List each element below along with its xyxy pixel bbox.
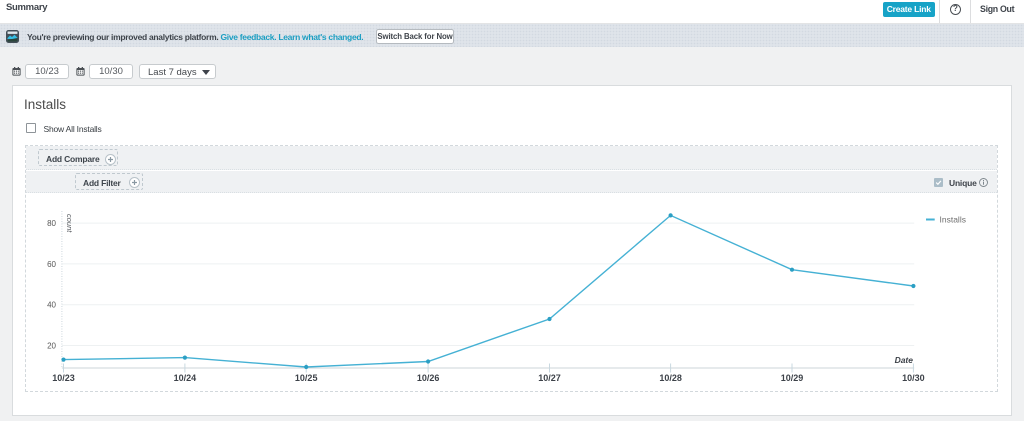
svg-text:10/27: 10/27 <box>538 373 561 383</box>
svg-text:10/30: 10/30 <box>902 373 925 383</box>
svg-text:10/26: 10/26 <box>417 373 440 383</box>
svg-text:10/23: 10/23 <box>52 373 75 383</box>
svg-text:10/24: 10/24 <box>174 373 197 383</box>
svg-text:80: 80 <box>47 219 56 228</box>
svg-text:60: 60 <box>47 260 56 269</box>
svg-text:count: count <box>65 214 74 233</box>
svg-text:10/25: 10/25 <box>295 373 318 383</box>
svg-text:20: 20 <box>47 341 56 350</box>
svg-text:10/29: 10/29 <box>781 373 804 383</box>
svg-text:40: 40 <box>47 301 56 310</box>
svg-text:10/28: 10/28 <box>659 373 682 383</box>
svg-text:Installs: Installs <box>940 215 966 225</box>
svg-text:Date: Date <box>895 355 914 365</box>
